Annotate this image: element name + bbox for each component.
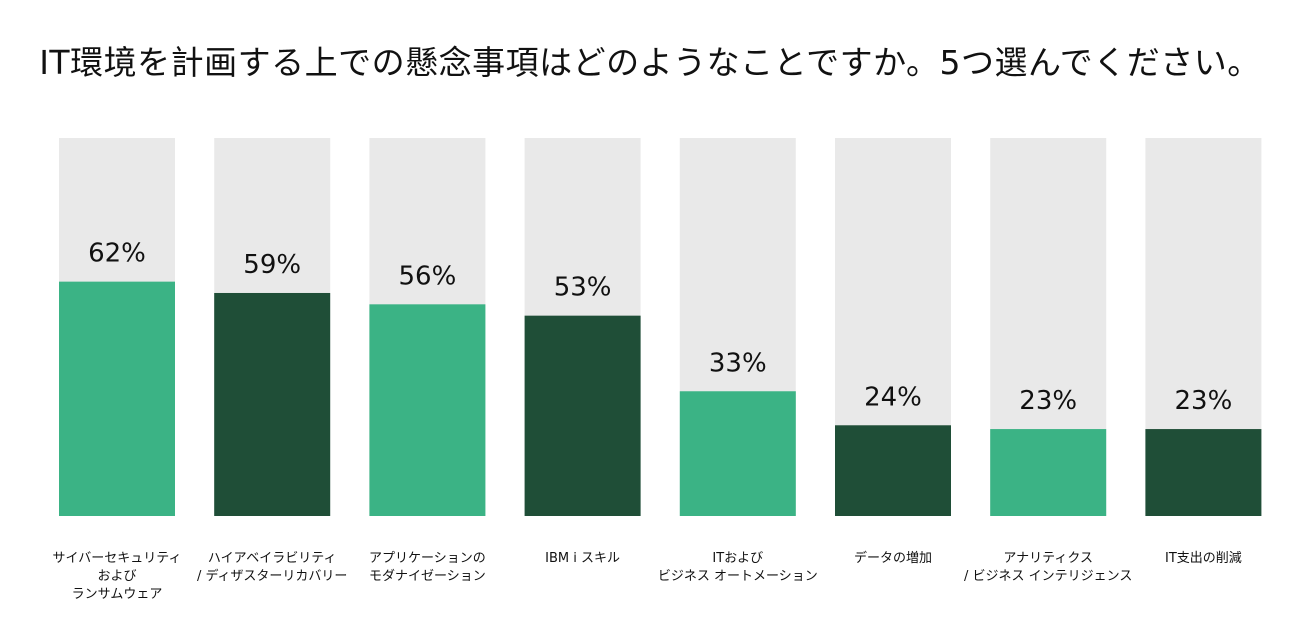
bar [214,292,331,516]
data-label: 23% [1019,386,1077,416]
data-label: 24% [864,382,922,412]
bar [524,315,641,516]
category-label: ITおよび ビジネス オートメーション [657,551,818,584]
data-label: 23% [1175,386,1233,416]
bar [990,429,1107,516]
category-label: ハイアベイラビリティ / ディザスターリカバリー [196,551,348,584]
data-label: 62% [88,239,146,269]
category-label: IT支出の削減 [1165,551,1242,566]
data-label: 59% [243,250,301,280]
bar [369,304,486,516]
data-label: 56% [399,261,457,291]
bar [679,391,796,516]
data-label: 33% [709,348,767,378]
chart-title: IT環境を計画する上での懸念事項はどのようなことですか。5つ選んでください。 [39,43,1261,82]
category-label: アナリティクス / ビジネス インテリジェンス [963,551,1133,584]
category-label: サイバーセキュリティ および ランサムウェア [52,551,182,602]
category-label: アプリケーションの モダナイゼーション [369,551,486,584]
data-label: 53% [554,273,612,303]
bar [835,425,951,516]
bar [1145,429,1262,516]
category-label: IBM i スキル [545,551,621,566]
category-label: データの増加 [853,551,932,566]
bar [59,281,175,516]
